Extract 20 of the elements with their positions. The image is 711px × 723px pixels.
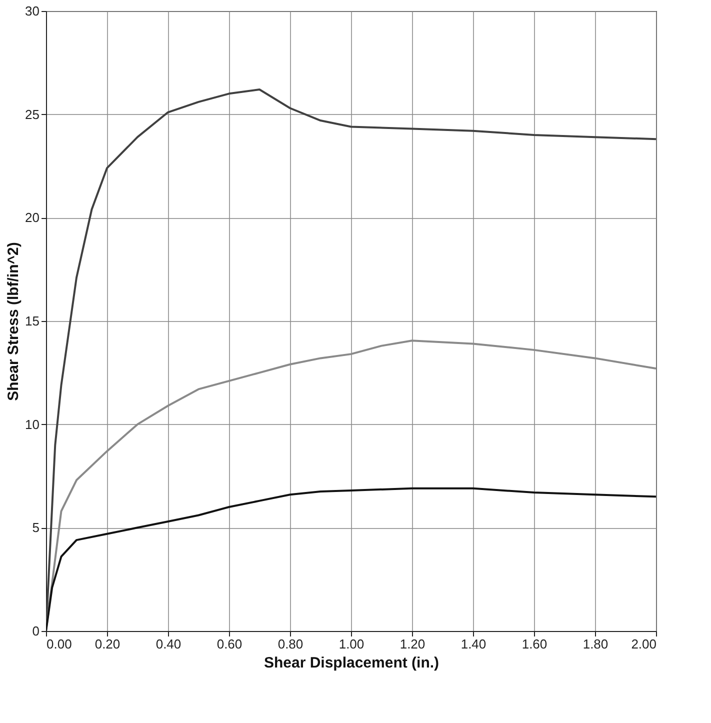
x-tick-label: 1.40: [460, 636, 486, 652]
x-tick-label: 0.00: [46, 636, 72, 652]
y-tick-label: 10: [25, 416, 40, 432]
y-tick-label: 0: [32, 624, 40, 638]
x-tick-label: 1.80: [582, 636, 608, 652]
x-tick-label: 0.40: [156, 636, 182, 652]
x-tick-label: 1.60: [522, 636, 548, 652]
x-tick-label: 1.20: [400, 636, 426, 652]
x-tick-label: 0.20: [94, 636, 120, 652]
x-tick-label: 1.00: [338, 636, 364, 652]
x-axis-title: Shear Displacement (in.): [264, 654, 440, 672]
y-tick-label: 5: [32, 520, 40, 536]
y-tick-label: 20: [25, 210, 40, 226]
y-axis-title: Shear Stress (lbf/in^2): [5, 242, 22, 401]
y-tick-label: 15: [25, 314, 40, 328]
y-tick-label: 30: [25, 4, 40, 18]
x-tick-label: 0.60: [216, 636, 242, 652]
x-tick-label: 2.00: [631, 636, 656, 652]
y-tick-label: 25: [25, 106, 40, 122]
x-tick-label: 0.80: [278, 636, 304, 652]
